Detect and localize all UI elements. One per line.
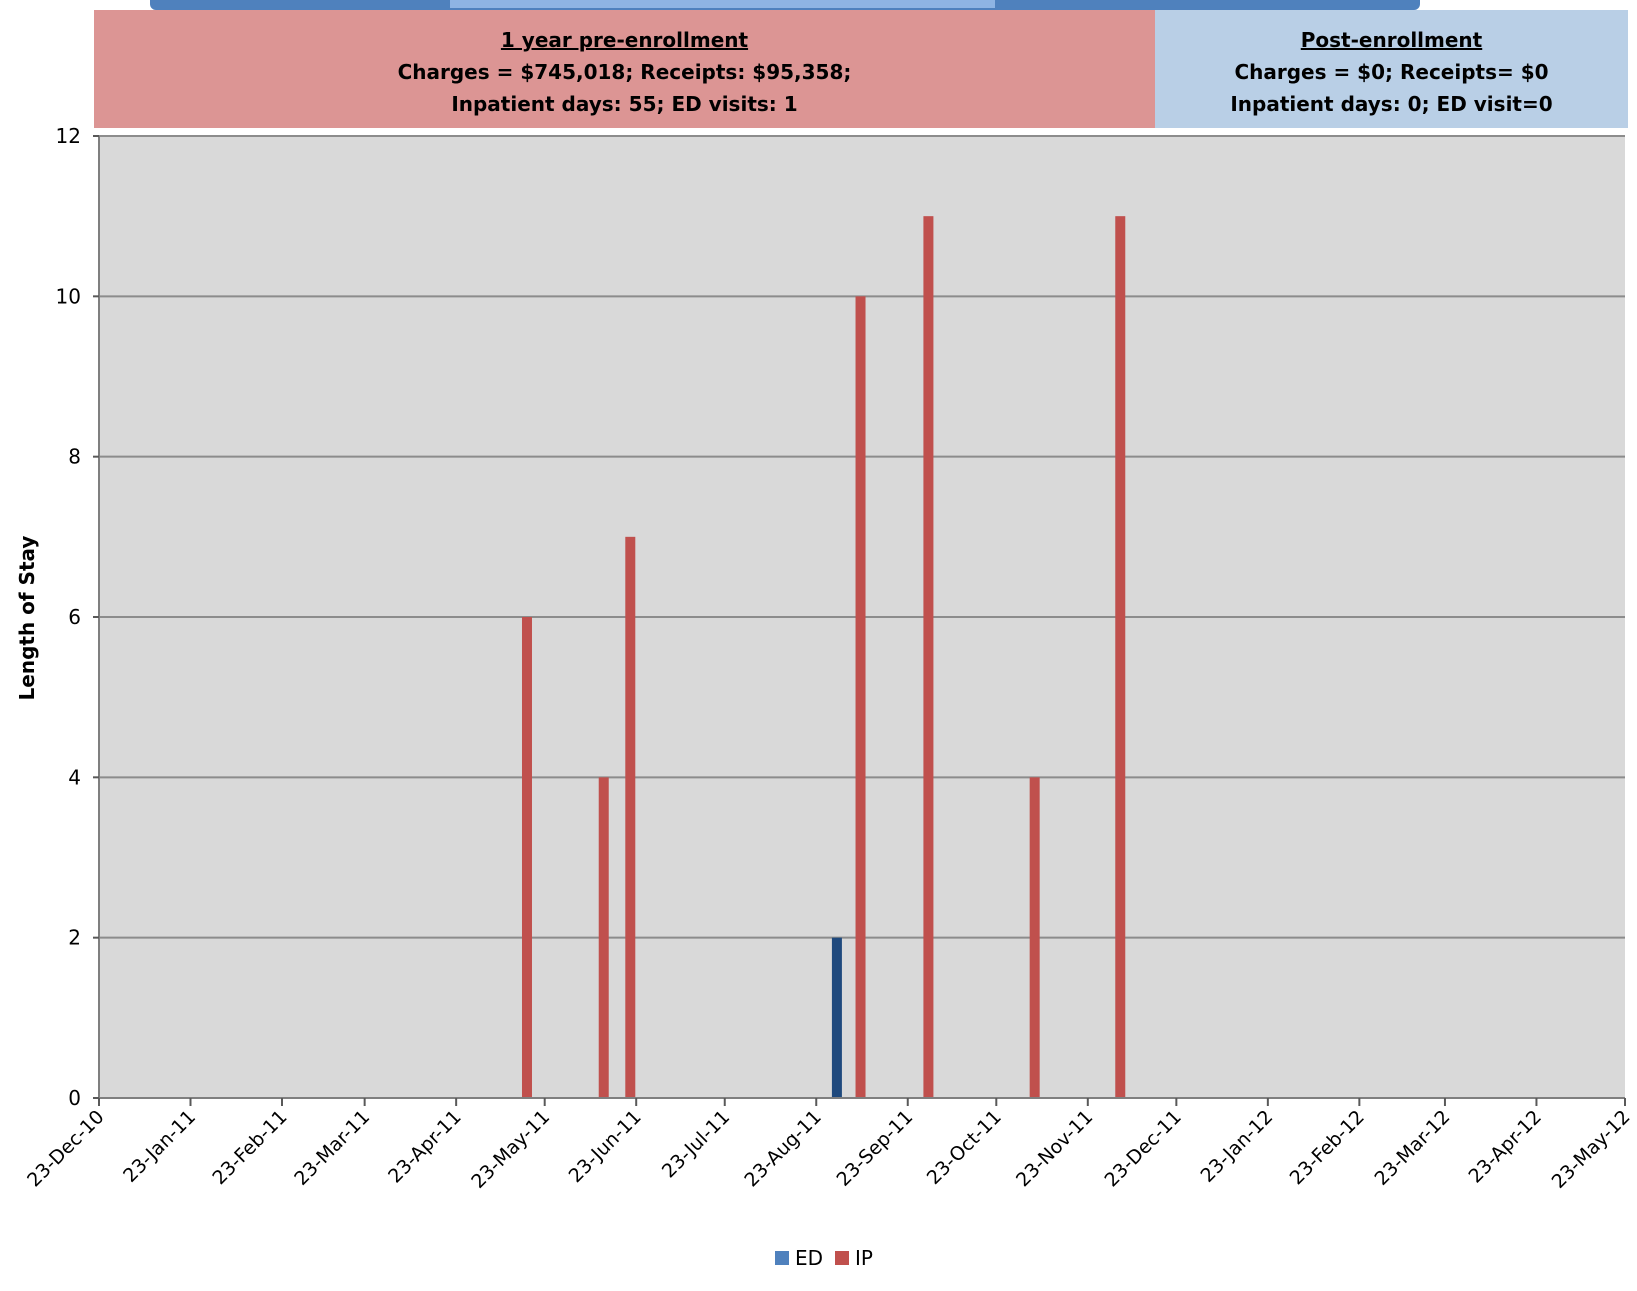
bar-ip — [625, 536, 636, 1098]
post-enrollment-heading: Post-enrollment — [1300, 28, 1483, 52]
bar-ip — [521, 617, 532, 1098]
top-accent-shape — [150, 0, 1420, 10]
bars — [521, 216, 1126, 1098]
post-enrollment-banner: Post-enrollment Charges = $0; Receipts= … — [1155, 10, 1628, 128]
top-accent-highlight — [450, 0, 995, 8]
x-tick-label: 23-Jun-11 — [565, 1106, 646, 1187]
x-tick-label: 23-Jan-12 — [1196, 1106, 1277, 1187]
pre-enrollment-charges: Charges = $745,018; Receipts: $95,358; — [397, 60, 852, 84]
x-tick-label: 23-Aug-11 — [740, 1106, 825, 1191]
x-tick-label: 23-Mar-11 — [290, 1106, 374, 1190]
x-tick-label: 23-Jul-11 — [658, 1106, 734, 1182]
y-tick-label: 8 — [68, 445, 81, 469]
legend-label-ed: ED — [795, 1246, 823, 1270]
y-axis-label: Length of Stay — [15, 536, 39, 701]
x-tick-label: 23-Nov-11 — [1012, 1106, 1097, 1191]
x-tick-label: 23-Apr-12 — [1464, 1106, 1546, 1188]
pre-enrollment-utilization: Inpatient days: 55; ED visits: 1 — [451, 92, 798, 116]
x-tick-label: 23-Apr-11 — [384, 1106, 466, 1188]
bar-ip — [1115, 216, 1126, 1098]
x-tick-label: 23-Mar-12 — [1371, 1106, 1455, 1190]
y-tick-label: 2 — [68, 926, 81, 950]
post-enrollment-charges: Charges = $0; Receipts= $0 — [1234, 60, 1549, 84]
bar-ip — [598, 777, 609, 1098]
x-tick-label: 23-May-11 — [467, 1106, 554, 1193]
bar-ip — [855, 296, 866, 1098]
pre-enrollment-heading: 1 year pre-enrollment — [500, 28, 749, 52]
bar-ip — [1029, 777, 1040, 1098]
y-tick-labels: 0 2 4 6 8 10 12 — [56, 124, 99, 1110]
bar-ip — [923, 216, 934, 1098]
legend-swatch-ip — [835, 1251, 849, 1265]
x-tick-label: 23-Feb-12 — [1286, 1106, 1369, 1189]
bar-ed — [831, 937, 842, 1098]
x-tick-label: 23-Dec-10 — [23, 1106, 108, 1191]
legend-swatch-ed — [775, 1251, 789, 1265]
x-tick-label: 23-Sep-11 — [833, 1106, 918, 1191]
x-tick-label: 23-May-12 — [1548, 1106, 1635, 1193]
x-tick-label: 23-Dec-11 — [1100, 1106, 1185, 1191]
legend: ED IP — [775, 1246, 873, 1270]
post-enrollment-utilization: Inpatient days: 0; ED visit=0 — [1230, 92, 1553, 116]
y-tick-label: 10 — [56, 284, 81, 308]
pre-enrollment-banner: 1 year pre-enrollment Charges = $745,018… — [94, 10, 1155, 128]
y-tick-label: 4 — [68, 765, 81, 789]
x-tick-label: 23-Jan-11 — [119, 1106, 200, 1187]
y-tick-label: 0 — [68, 1086, 81, 1110]
y-tick-label: 6 — [68, 605, 81, 629]
x-tick-label: 23-Oct-11 — [923, 1106, 1006, 1189]
y-tick-label: 12 — [56, 124, 81, 148]
x-tick-label: 23-Feb-11 — [208, 1106, 291, 1189]
legend-label-ip: IP — [855, 1246, 873, 1270]
